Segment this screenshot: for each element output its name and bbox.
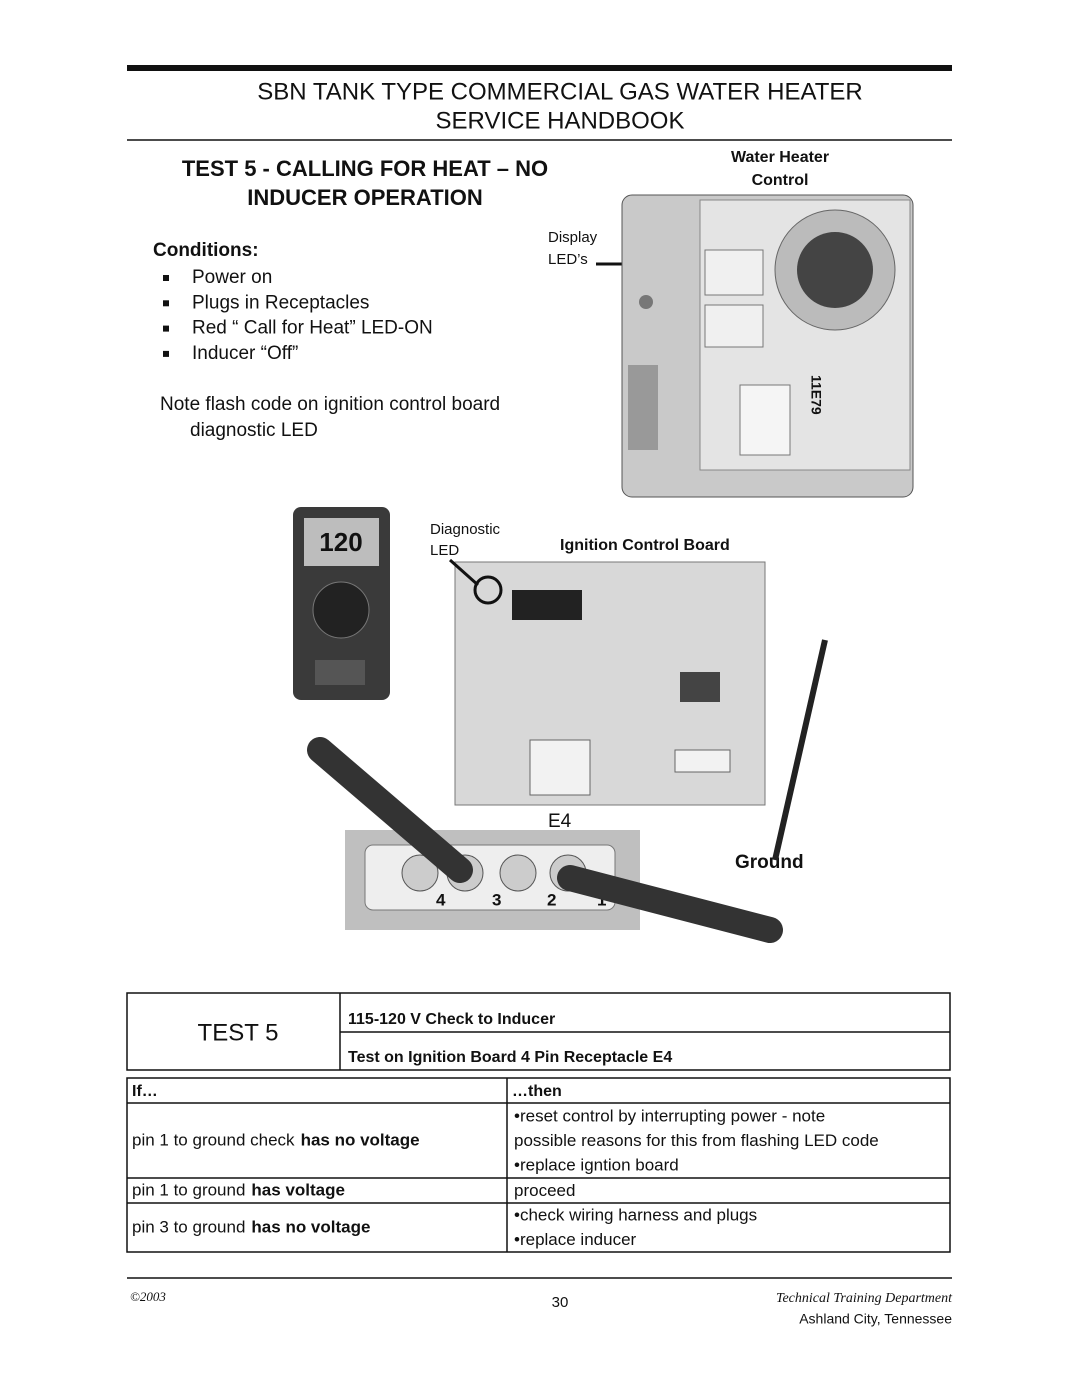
board-photo: [454, 561, 766, 806]
pin-label: 3: [492, 890, 501, 909]
if-bold: has no voltage: [301, 1131, 420, 1150]
table-header: …then: [512, 1083, 562, 1100]
figure-label: Control: [752, 172, 809, 189]
header-title: SBN TANK TYPE COMMERCIAL GAS WATER HEATE…: [257, 78, 862, 105]
table: [126, 1077, 951, 1253]
page-number: 30: [552, 1294, 569, 1311]
header-title: SERVICE HANDBOOK: [436, 107, 685, 134]
department: Technical Training Department: [776, 1291, 953, 1306]
figure-label: LED’s: [548, 251, 588, 268]
conditions-label: Conditions:: [153, 240, 259, 261]
if-bold: has voltage: [251, 1181, 345, 1200]
if-text: pin 3 to ground: [132, 1218, 245, 1237]
copyright: ©2003: [130, 1289, 166, 1304]
control-model: 11E79: [808, 375, 824, 415]
test-name: TEST 5: [198, 1019, 279, 1046]
if-text: pin 1 to ground check: [132, 1131, 295, 1150]
then-line: possible reasons for this from flashing …: [514, 1131, 879, 1150]
top-rule: [127, 65, 952, 71]
control-photo: 11E79: [621, 194, 914, 498]
if-text: pin 1 to ground: [132, 1181, 245, 1200]
figure-label: Water Heater: [731, 149, 829, 166]
figure-label: LED: [430, 542, 459, 559]
pointer: [449, 558, 479, 587]
probes: [307, 639, 828, 943]
location: Ashland City, Tennessee: [799, 1311, 952, 1327]
conditions-list: Power on Plugs in Receptacles Red “ Call f…: [163, 267, 433, 364]
if-bold: has no voltage: [251, 1218, 370, 1237]
then-line: proceed: [514, 1181, 575, 1200]
bullet: [163, 350, 169, 357]
test-row: 115-120 V Check to Inducer: [348, 1011, 555, 1028]
pin-label: 2: [547, 890, 556, 909]
section-title: TEST 5 - CALLING FOR HEAT – NO: [182, 156, 548, 181]
condition: Inducer “Off”: [192, 343, 298, 364]
figure-label: Display: [548, 229, 598, 246]
meter-photo: 120: [293, 507, 390, 700]
then-line: •replace igntion board: [514, 1155, 679, 1174]
condition: Red “ Call for Heat” LED-ON: [192, 318, 433, 339]
meter-reading: 120: [319, 527, 362, 557]
bullet: [163, 275, 169, 281]
if-cell: pin 1 to ground has voltage: [132, 1181, 345, 1200]
note: Note flash code on ignition control boar…: [160, 394, 500, 415]
note: diagnostic LED: [190, 420, 318, 441]
bullet: [163, 325, 169, 332]
if-cell: pin 3 to ground has no voltage: [132, 1218, 370, 1237]
then-line: •check wiring harness and plugs: [514, 1206, 757, 1225]
then-line: •reset control by interrupting power - n…: [514, 1106, 825, 1125]
test-row: Test on Ignition Board 4 Pin Receptacle …: [348, 1049, 672, 1066]
section-title: INDUCER OPERATION: [247, 185, 483, 210]
condition: Power on: [192, 267, 272, 288]
bullet: [163, 300, 169, 307]
pin-label: 1: [597, 890, 606, 909]
pin-label: 4: [436, 890, 446, 909]
if-cell: pin 1 to ground check has no voltage: [132, 1131, 420, 1150]
ground-label: Ground: [735, 852, 804, 873]
receptacle-label: E4: [548, 811, 572, 832]
condition: Plugs in Receptacles: [192, 292, 369, 313]
then-line: •replace inducer: [514, 1230, 637, 1249]
table-rows: pin 1 to ground check has no voltage •rese…: [132, 1106, 879, 1249]
figure-label: Diagnostic: [430, 521, 501, 538]
figure-label: Ignition Control Board: [560, 537, 730, 554]
table-header: If…: [132, 1083, 158, 1100]
